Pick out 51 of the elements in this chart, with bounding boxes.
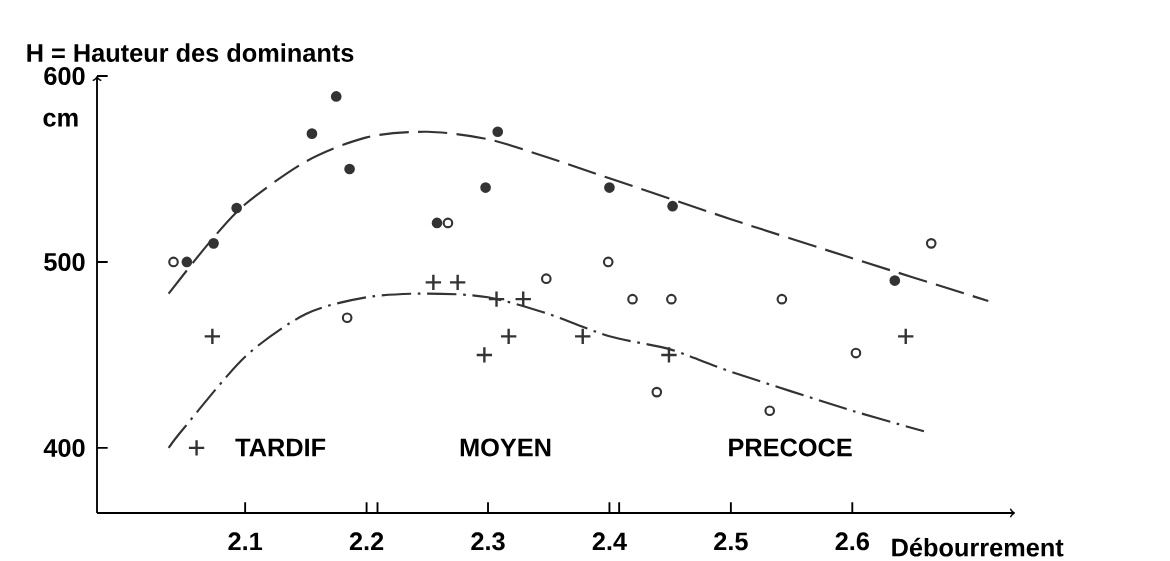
point [540, 273, 552, 285]
y-tick-label: 600 [44, 67, 85, 85]
point [487, 290, 506, 309]
x-tick-label: 2.3 [471, 532, 505, 551]
point [231, 202, 242, 214]
point [203, 327, 222, 346]
point [850, 347, 862, 359]
point [667, 200, 678, 212]
point [448, 273, 467, 292]
point [330, 91, 342, 102]
point [889, 275, 901, 286]
point [475, 346, 494, 364]
point [187, 439, 206, 457]
point [208, 238, 219, 249]
point [442, 217, 454, 229]
point [306, 128, 318, 139]
point [604, 182, 615, 193]
point [651, 386, 663, 398]
point [764, 405, 776, 417]
y-tick-label: 500 [44, 252, 85, 271]
point [776, 293, 788, 305]
point [925, 238, 937, 249]
point [424, 273, 443, 292]
point [480, 182, 491, 193]
line-series [167, 130, 990, 303]
point [181, 256, 193, 268]
point [341, 312, 353, 324]
x-tick-label: 2.1 [228, 532, 263, 551]
point [514, 290, 533, 309]
point [896, 327, 915, 346]
text: cm [43, 112, 78, 127]
x-tick-label: 2.5 [714, 532, 748, 551]
point [602, 256, 614, 268]
x-tick-label: 2.2 [349, 532, 384, 551]
point [492, 126, 504, 138]
point [666, 293, 677, 305]
point [499, 327, 518, 346]
point [627, 293, 638, 305]
x-axis-title: Débourrement [892, 537, 1064, 557]
point [344, 163, 355, 175]
x-tick-label: 2.6 [835, 532, 869, 551]
y-tick-label: 400 [43, 438, 85, 457]
annotation: TARDIF [235, 438, 326, 457]
point [660, 346, 678, 364]
x-tick-label: 2.4 [592, 532, 627, 551]
point [168, 256, 179, 268]
annotation: MOYEN [460, 438, 551, 457]
point [431, 217, 443, 229]
y-axis-title: H = Hauteur des dominants [27, 43, 354, 62]
point [573, 327, 592, 346]
annotation: PRECOCE [729, 438, 852, 457]
